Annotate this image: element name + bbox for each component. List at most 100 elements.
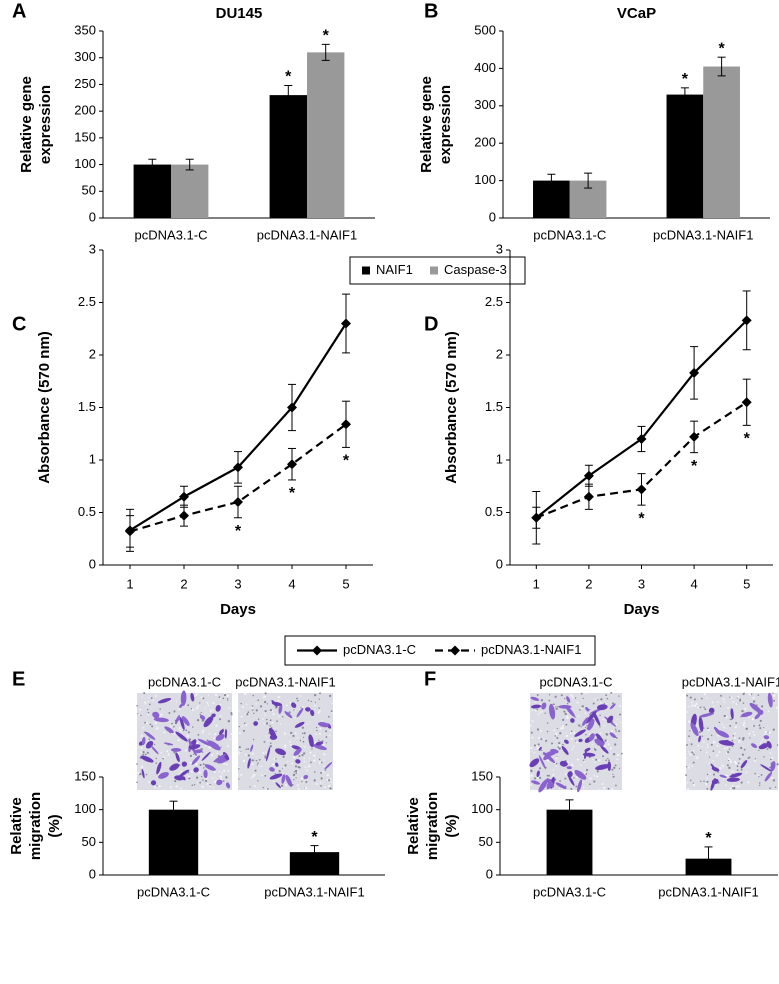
speck: [686, 694, 689, 697]
speck: [591, 744, 593, 746]
cell: [150, 780, 157, 786]
speck: [762, 739, 764, 741]
speck: [310, 699, 312, 702]
y-axis-label: Relative gene: [418, 76, 435, 173]
speck: [150, 697, 153, 700]
speck: [752, 700, 756, 703]
cell: [295, 759, 301, 764]
speck: [562, 718, 565, 722]
speck: [618, 695, 620, 697]
cell: [530, 696, 540, 701]
cell: [596, 704, 608, 711]
speck: [244, 692, 247, 696]
speck: [771, 776, 774, 780]
speck: [577, 737, 579, 739]
speck: [543, 738, 545, 740]
speck: [202, 751, 204, 753]
y-tick-label: 100: [471, 801, 493, 816]
cell: [582, 717, 589, 727]
speck: [748, 732, 751, 735]
speck: [229, 738, 232, 741]
x-tick-label: 1: [126, 576, 133, 591]
speck: [687, 751, 690, 753]
speck: [238, 752, 241, 755]
speck: [537, 713, 540, 715]
speck: [213, 770, 216, 773]
speck: [221, 771, 224, 774]
speck: [274, 772, 277, 775]
speck: [698, 731, 701, 734]
speck: [238, 746, 241, 749]
speck: [216, 752, 218, 754]
speck: [158, 785, 161, 788]
speck: [251, 763, 254, 766]
speck: [141, 765, 144, 767]
speck: [700, 780, 702, 783]
cell: [178, 769, 190, 778]
speck: [240, 751, 242, 754]
speck: [264, 756, 267, 759]
y-tick-label: 1: [496, 451, 503, 466]
speck: [206, 701, 209, 704]
speck: [558, 787, 561, 789]
speck: [743, 692, 745, 694]
y-tick-label: 1.5: [78, 399, 96, 414]
speck: [159, 713, 162, 716]
speck: [238, 766, 241, 769]
speck: [144, 753, 147, 756]
speck: [307, 699, 310, 702]
speck: [572, 745, 575, 748]
speck: [267, 740, 269, 742]
speck: [219, 697, 222, 699]
speck: [317, 711, 320, 714]
speck: [253, 774, 256, 777]
marker: [233, 497, 243, 507]
speck: [302, 706, 305, 709]
speck: [219, 775, 223, 778]
significance: *: [311, 829, 318, 846]
speck: [734, 726, 738, 729]
speck: [769, 766, 771, 769]
speck: [140, 766, 143, 769]
speck: [718, 721, 721, 724]
cell: [760, 764, 773, 772]
speck: [556, 728, 558, 731]
speck: [155, 695, 157, 697]
speck: [207, 694, 210, 697]
cell: [541, 702, 547, 710]
speck: [197, 733, 200, 736]
speck: [178, 727, 181, 730]
speck: [716, 754, 719, 757]
speck: [751, 718, 755, 721]
panel-letter: C: [12, 313, 26, 335]
speck: [252, 738, 255, 741]
cell: [140, 755, 154, 763]
speck: [621, 752, 623, 755]
speck: [772, 779, 776, 782]
speck: [589, 783, 591, 786]
speck: [601, 783, 604, 785]
speck: [315, 726, 318, 729]
marker: [689, 367, 700, 378]
speck: [240, 715, 243, 718]
speck: [736, 769, 739, 771]
speck: [578, 724, 581, 727]
speck: [570, 737, 573, 741]
speck: [322, 781, 324, 783]
speck: [136, 763, 138, 765]
y-tick-label: 0: [496, 556, 503, 571]
speck: [754, 758, 756, 760]
speck: [313, 759, 316, 762]
speck: [706, 777, 709, 780]
speck: [582, 697, 584, 700]
speck: [278, 716, 280, 718]
speck: [286, 704, 289, 707]
speck: [685, 774, 687, 777]
speck: [551, 742, 554, 745]
speck: [589, 777, 592, 780]
speck: [740, 761, 742, 763]
speck: [533, 751, 535, 754]
speck: [540, 738, 543, 741]
image-label: pcDNA3.1-NAIF1: [235, 674, 335, 689]
cell: [141, 736, 146, 746]
